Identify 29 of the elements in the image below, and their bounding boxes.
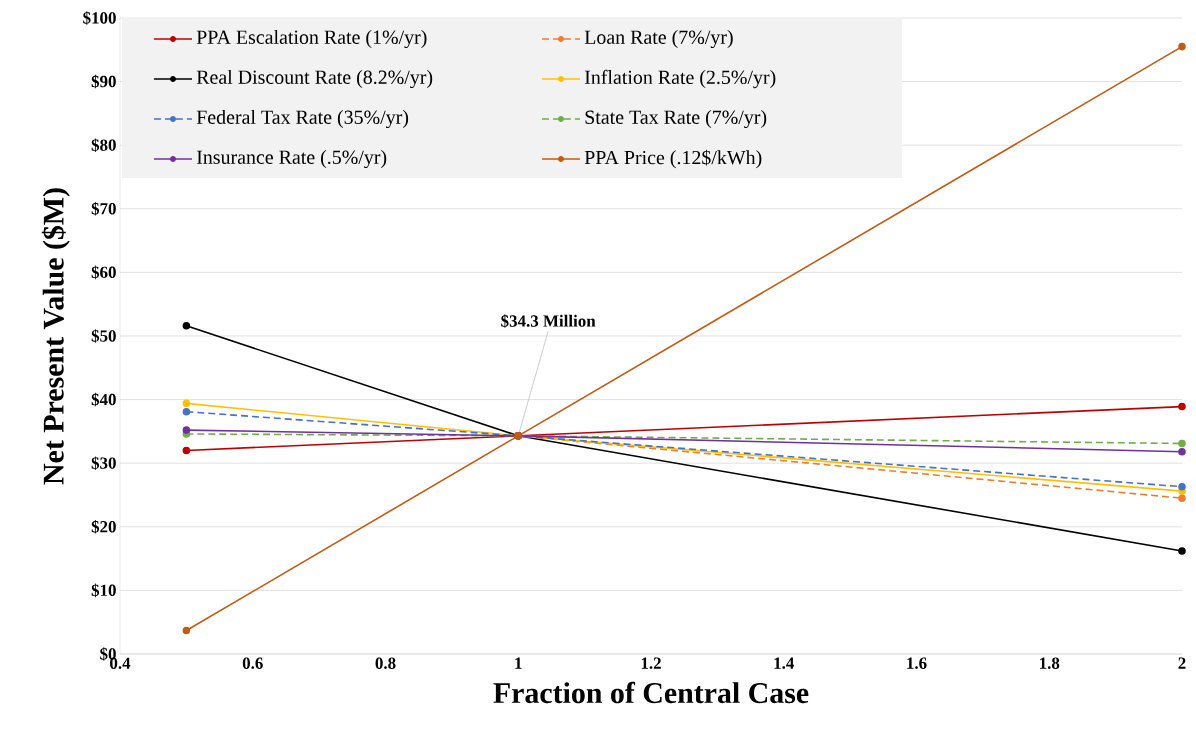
legend-label: State Tax Rate (7%/yr) bbox=[585, 109, 767, 129]
x-tick-label: 0.8 bbox=[375, 657, 396, 669]
y-tick-label: $10 bbox=[91, 583, 116, 598]
y-tick-label: $80 bbox=[91, 138, 116, 152]
x-tick-label: 2 bbox=[1178, 657, 1186, 669]
x-axis-title: Fraction of Central Case bbox=[493, 681, 809, 704]
x-tick-label: 1.2 bbox=[641, 657, 661, 669]
x-tick-label: 1.4 bbox=[774, 657, 795, 669]
y-tick-label: $60 bbox=[91, 265, 116, 280]
legend-label: PPA Price (.12$/kWh) bbox=[584, 149, 762, 169]
legend-label: Inflation Rate (2.5%/yr) bbox=[584, 69, 776, 89]
x-tick-label: 1.8 bbox=[1040, 657, 1060, 669]
y-tick-label: $30 bbox=[91, 456, 116, 470]
y-tick-label: $90 bbox=[91, 74, 116, 89]
y-tick-label: $20 bbox=[91, 520, 116, 534]
y-tick-label: $70 bbox=[91, 202, 116, 216]
x-tick-label: 1.6 bbox=[907, 657, 927, 669]
x-tick-label: 0.6 bbox=[242, 657, 263, 669]
y-axis-title: Net Present Value ($M) bbox=[41, 188, 70, 485]
x-tick-label: 1 bbox=[515, 657, 522, 669]
legend-label: Insurance Rate (.5%/yr) bbox=[196, 149, 387, 169]
y-tick-label: $100 bbox=[83, 11, 116, 25]
legend-label: Real Discount Rate (8.2%/yr) bbox=[196, 69, 433, 89]
annotation: $34.3 Million bbox=[501, 314, 596, 328]
legend-label: Loan Rate (7%/yr) bbox=[584, 29, 733, 49]
y-tick-label: $50 bbox=[91, 329, 116, 343]
legend-label: PPA Escalation Rate (1%/yr) bbox=[196, 29, 427, 49]
y-tick-label: $40 bbox=[91, 392, 116, 407]
legend-label: Federal Tax Rate (35%/yr) bbox=[196, 109, 409, 129]
